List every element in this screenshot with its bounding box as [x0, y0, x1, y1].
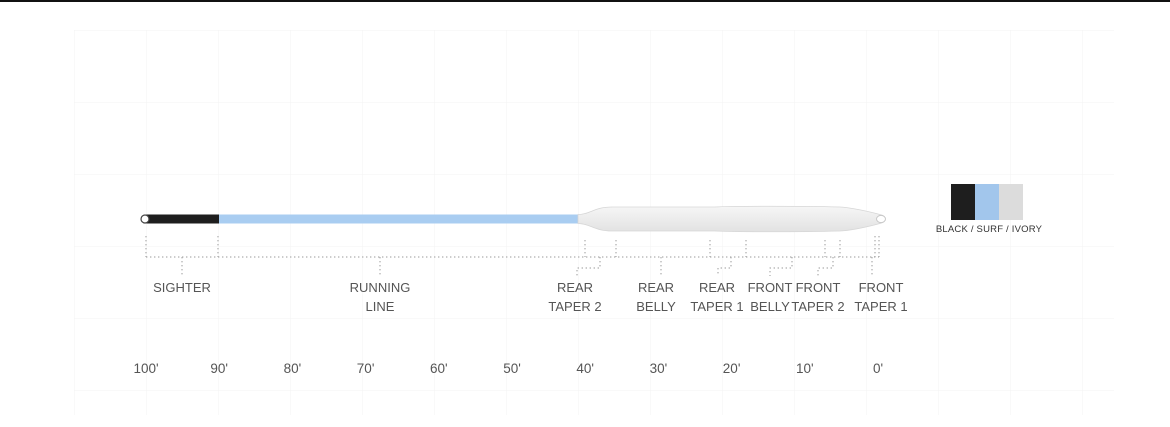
swatch-surf: [975, 184, 999, 220]
section-label-line: FRONT: [748, 280, 793, 295]
scale-tick-label: 60': [430, 361, 448, 376]
section-label-rear-taper-1: REAR TAPER 1: [690, 280, 743, 314]
scale-tick-label: 80': [284, 361, 302, 376]
scale-tick-label: 50': [503, 361, 521, 376]
section-label-rear-taper-2: REAR TAPER 2: [548, 280, 601, 314]
section-label-line: REAR: [638, 280, 674, 295]
head-segment: [577, 205, 886, 233]
section-label-line: TAPER 2: [791, 299, 844, 314]
swatch-black: [951, 184, 975, 220]
section-label-line: TAPER 2: [548, 299, 601, 314]
section-label-running-line: RUNNING LINE: [350, 280, 411, 314]
scale-tick-label: 40': [576, 361, 594, 376]
swatch-label: BLACK / SURF / IVORY: [935, 224, 1043, 235]
scale-tick-label: 90': [210, 361, 228, 376]
section-label-line: REAR: [699, 280, 735, 295]
section-label-line: FRONT: [796, 280, 841, 295]
section-label-front-belly: FRONT BELLY: [748, 280, 793, 314]
section-label-line: LINE: [366, 299, 395, 314]
section-label-sighter: SIGHTER: [153, 280, 211, 295]
distance-scale: 100' 90' 80' 70' 60' 50' 40' 30' 20' 10' 0': [133, 361, 883, 376]
section-label-rear-belly: REAR BELLY: [636, 280, 676, 314]
section-label-line: SIGHTER: [153, 280, 211, 295]
tip-loop: [876, 214, 886, 224]
scale-tick-label: 30': [650, 361, 668, 376]
section-label-line: BELLY: [636, 299, 676, 314]
section-label-line: BELLY: [750, 299, 790, 314]
section-label-line: REAR: [557, 280, 593, 295]
section-brackets: [145, 236, 880, 276]
running-line-segment: [218, 214, 590, 224]
rear-loop: [140, 214, 150, 224]
sighter-segment: [146, 214, 219, 224]
top-rule: [0, 0, 1170, 2]
swatch-ivory: [999, 184, 1023, 220]
scale-tick-label: 0': [873, 361, 883, 376]
fly-line: [140, 205, 886, 233]
section-label-line: FRONT: [859, 280, 904, 295]
scale-tick-label: 70': [357, 361, 375, 376]
section-label-line: RUNNING: [350, 280, 411, 295]
leader-rear-taper-1: [717, 257, 732, 276]
leader-front-belly: [769, 257, 793, 276]
scale-tick-label: 10': [796, 361, 814, 376]
section-label-front-taper-1: FRONT TAPER 1: [854, 280, 907, 314]
scale-tick-label: 20': [723, 361, 741, 376]
section-label-front-taper-2: FRONT TAPER 2: [791, 280, 844, 314]
section-label-line: TAPER 1: [690, 299, 743, 314]
section-label-line: TAPER 1: [854, 299, 907, 314]
scale-tick-label: 100': [133, 361, 158, 376]
